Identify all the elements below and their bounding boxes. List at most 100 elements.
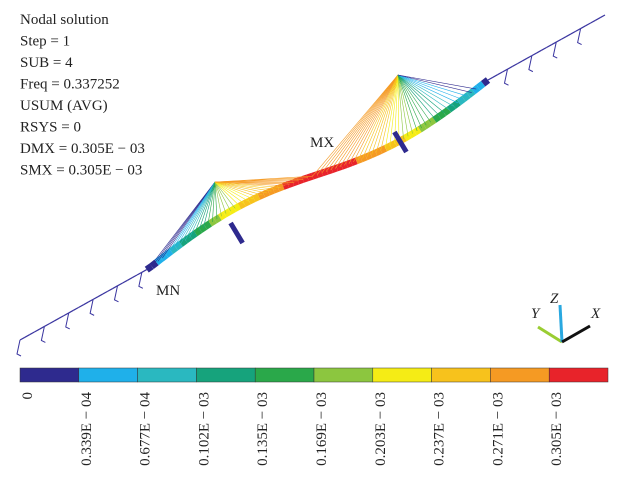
y-axis-label: Y [531,306,541,322]
deck-segment [87,298,94,303]
deck-segment [53,317,60,322]
legend-label: 0 [20,392,36,400]
legend-label: 0.135E − 03 [255,392,271,466]
deck-segment [599,14,606,19]
info-line: DMX = 0.305E − 03 [20,141,145,157]
deck-segment [198,223,208,233]
hanger [552,41,558,59]
deck-segment [480,77,491,87]
deck-segment [102,290,109,295]
info-line: Nodal solution [20,12,109,28]
cable [397,74,422,129]
hanger [577,28,582,45]
legend-swatch [254,367,315,383]
deck-segment [437,110,447,120]
deck-segment [39,325,45,330]
deck-segment [456,95,466,106]
cable [214,175,313,183]
deck-segment [173,241,183,251]
deck-segment [29,331,35,336]
cable [214,181,218,220]
cable [162,181,216,259]
deck-segment [570,30,577,35]
cable [397,74,463,100]
cable [397,74,436,120]
deck-segment [237,200,246,210]
legend-label: 0.169E − 03 [314,392,330,466]
deck-segment [112,285,118,290]
deck-segment [507,65,513,70]
deck-segment [555,38,562,43]
tower-base [228,221,245,245]
deck-segment [461,92,471,102]
deck-segment [286,179,295,188]
cable [348,74,399,164]
cable [214,181,254,200]
deck-segment [379,145,388,154]
hanger [528,55,534,73]
deck-segment [560,36,567,40]
deck-segment [512,63,518,67]
deck-segment [446,103,456,113]
deck-segment [44,323,50,327]
cable [397,74,459,104]
deck-segment [122,279,128,284]
deck-segment [502,68,508,73]
deck-segment [48,320,55,325]
legend-label: 0.677E − 04 [138,392,154,466]
cable [214,181,249,202]
deck-segment [575,28,581,32]
cable [166,181,216,255]
cable [214,181,227,214]
legend-swatch [19,367,80,383]
cable [397,74,468,97]
deck-segment [73,306,79,311]
legend-swatch [313,367,374,383]
cable [214,181,286,187]
info-line: USUM (AVG) [20,98,108,114]
deck-segment [277,183,285,192]
deck-segment [330,164,339,173]
cable [375,74,399,153]
hanger [113,285,119,303]
deck-segment [364,151,373,161]
cable [198,181,216,232]
deck-segment [63,312,70,317]
deck-segment [526,55,533,59]
info-line: SUB = 4 [20,55,73,71]
cable [397,74,441,117]
deck-segment [408,129,417,139]
deck-segment [141,269,148,273]
cable [214,181,231,212]
deck-segment [403,132,412,142]
deck-segment [193,227,203,237]
hanger [65,312,70,330]
deck-segment [492,74,499,78]
legend-swatch [548,367,609,383]
cable [203,181,216,229]
deck-segment [311,171,319,180]
cable [397,74,404,139]
cable [397,74,454,107]
cable [212,181,216,223]
y-axis-arrow [537,325,563,344]
deck-segment [218,211,227,221]
deck-segment [497,71,503,76]
deck-segment [131,274,138,279]
deck-segment [24,334,31,338]
cable [184,181,216,241]
cable [397,74,413,134]
z-axis-label: Z [550,291,559,307]
deck-segment [531,52,538,57]
info-line: Freq = 0.337252 [20,77,120,93]
deck-segment [476,81,486,91]
cable [193,181,216,235]
deck-segment [213,214,222,224]
deck-segment [58,315,65,319]
cable [214,181,222,217]
legend-label: 0.305E − 03 [549,392,565,466]
axis-triad: Y Z X [531,291,601,344]
cable [389,74,399,147]
deck-segment [580,25,586,30]
deck-segment [546,44,552,49]
